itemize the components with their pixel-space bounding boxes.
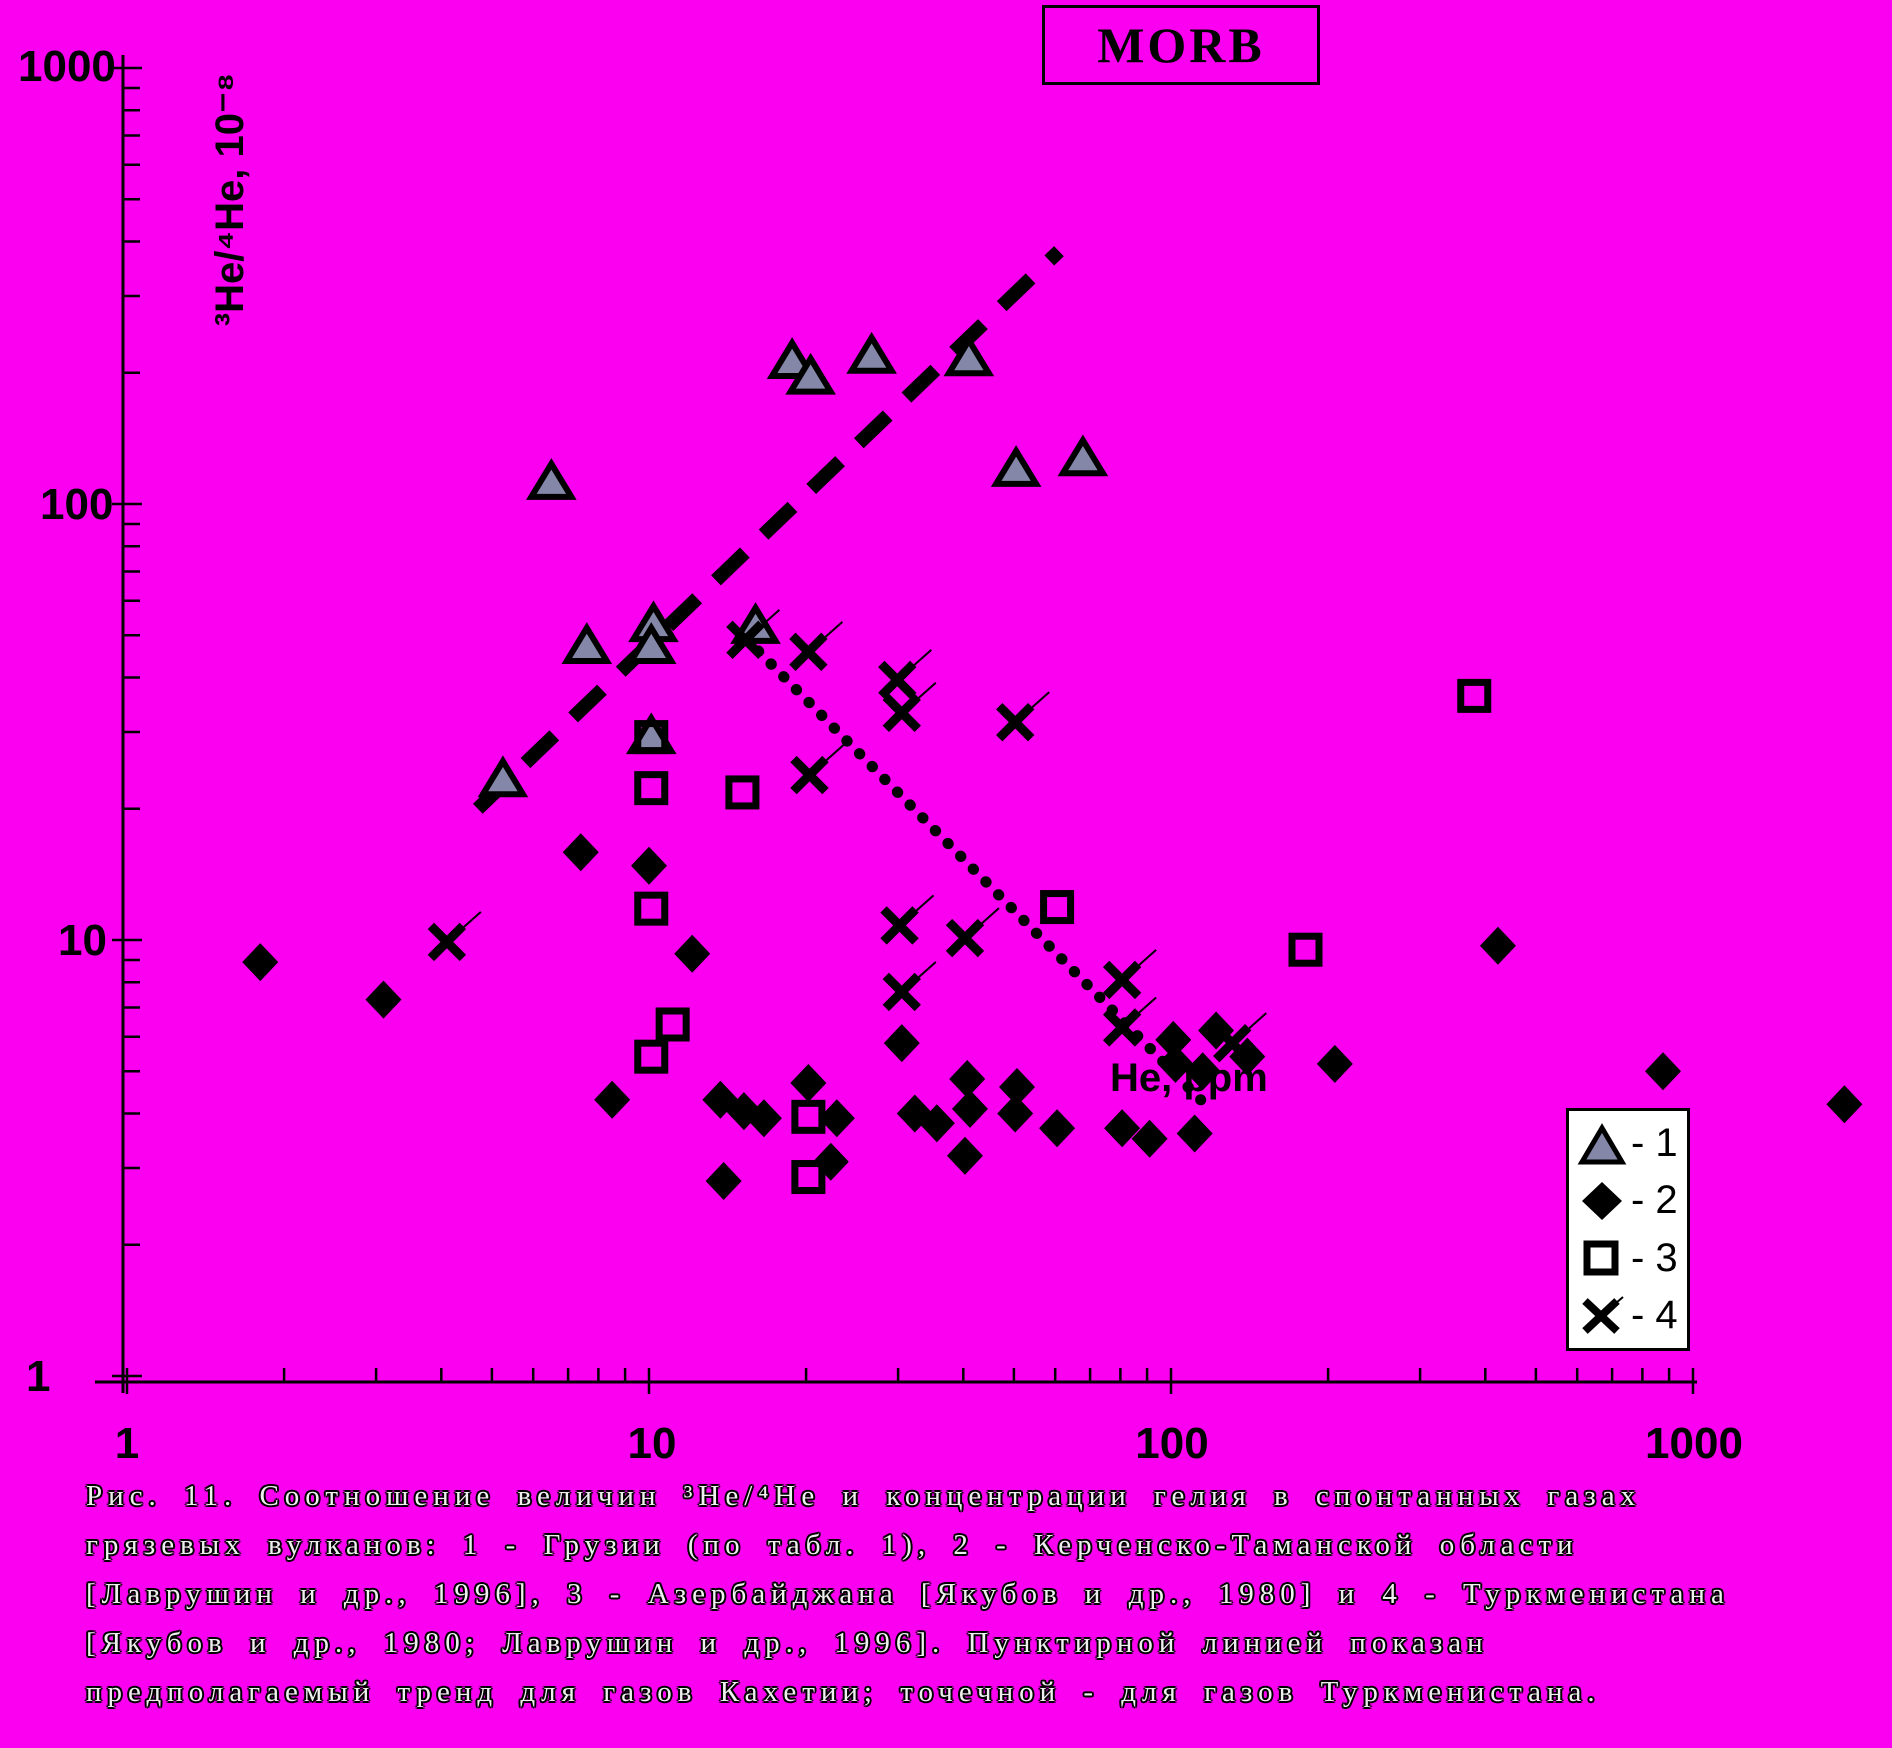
marker-x-tail <box>962 907 1000 941</box>
marker-diamond <box>1316 1044 1353 1083</box>
caption-line: грязевых вулканов: 1 - Грузии (по табл. … <box>86 1529 1579 1561</box>
marker-triangle <box>990 445 1042 487</box>
marker-square <box>1040 890 1075 925</box>
caption-line: предполагаемый тренд для газов Кахетии; … <box>86 1676 1601 1708</box>
marker-x-tail <box>899 682 937 716</box>
legend-item-2: - 2 <box>1569 1173 1687 1229</box>
marker-x-tail <box>899 961 937 995</box>
morb-label: MORB <box>1097 17 1265 73</box>
marker-diamond <box>1039 1109 1076 1148</box>
legend-item-label: - 4 <box>1631 1292 1678 1337</box>
marker-diamond <box>918 1104 955 1143</box>
legend-item-3: - 3 <box>1569 1230 1687 1286</box>
caption-line: [Лаврушин и др., 1996], 3 - Азербайджана… <box>86 1578 1730 1610</box>
marker-square <box>725 775 760 810</box>
marker-triangle <box>1057 434 1109 477</box>
x-tick-label-1000: 1000 <box>1645 1419 1743 1468</box>
marker-diamond <box>790 1063 827 1102</box>
marker-diamond <box>1157 1044 1194 1083</box>
marker-diamond <box>818 1099 855 1138</box>
marker-diamond <box>1479 926 1516 965</box>
marker-diamond <box>594 1080 631 1119</box>
marker-x-tail <box>805 621 844 655</box>
y-tick-label-1: 1 <box>26 1352 51 1401</box>
x-icon <box>1582 1296 1624 1335</box>
y-tick-label-100: 100 <box>40 480 114 529</box>
marker-x-tail <box>1012 691 1050 725</box>
x-axis-ticks <box>125 1368 1695 1394</box>
marker-diamond <box>1131 1119 1168 1158</box>
marker-diamond <box>1826 1085 1863 1124</box>
y-axis-ticks <box>112 66 142 1378</box>
marker-diamond <box>1184 1052 1221 1091</box>
legend-item-4: - 4 <box>1569 1287 1687 1343</box>
marker-diamond <box>883 1024 920 1063</box>
marker-diamond <box>365 980 402 1019</box>
legend-item-1: - 1 <box>1569 1116 1687 1172</box>
marker-diamond <box>631 846 667 885</box>
marker-diamond <box>1104 1109 1141 1148</box>
marker-x-tail <box>894 649 932 683</box>
marker-triangle <box>943 334 995 377</box>
x-tick-label-10: 10 <box>627 1419 677 1468</box>
marker-x-tail <box>444 911 482 945</box>
marker-x-tail <box>1229 1012 1267 1046</box>
marker-diamond <box>997 1094 1034 1133</box>
caption-line: [Якубов и др., 1980; Лаврушин и др., 199… <box>86 1627 1489 1659</box>
marker-x-tail <box>1119 996 1157 1031</box>
marker-square <box>634 720 669 755</box>
legend-box: - 1 - 2 - 3 - 4 <box>1566 1108 1690 1351</box>
legend-item-label: - 2 <box>1631 1178 1678 1223</box>
marker-triangle <box>625 622 677 664</box>
marker-square <box>791 1160 826 1195</box>
marker-diamond <box>705 1162 742 1201</box>
triangle-icon <box>1577 1122 1627 1165</box>
marker-diamond <box>674 934 711 973</box>
marker-x-tail <box>896 894 935 929</box>
y-axis-title: ³He/⁴He, 10⁻⁸ <box>208 73 252 327</box>
marker-triangle <box>561 622 613 664</box>
marker-square <box>634 1039 669 1074</box>
marker-diamond <box>999 1068 1036 1107</box>
marker-diamond <box>745 1099 782 1138</box>
marker-square <box>634 771 669 806</box>
x-axis-title: He, ppm <box>1110 1056 1268 1100</box>
marker-diamond <box>562 833 599 872</box>
marker-triangle <box>846 331 897 374</box>
marker-x-tail <box>1119 949 1157 983</box>
marker-triangle <box>785 352 836 395</box>
marker-diamond <box>951 1089 988 1128</box>
marker-square <box>655 1007 690 1042</box>
figure-caption: Рис. 11. Соотношение величин ³Не/⁴Не и к… <box>86 1472 1856 1717</box>
marker-diamond <box>242 943 279 982</box>
marker-diamond <box>1176 1114 1213 1153</box>
legend-item-label: - 1 <box>1631 1121 1678 1166</box>
marker-x-tail <box>742 609 781 643</box>
marker-square <box>1288 932 1323 967</box>
legend-item-label: - 3 <box>1631 1235 1678 1280</box>
marker-diamond <box>1155 1020 1192 1059</box>
marker-square <box>791 1099 826 1134</box>
marker-triangle <box>477 755 529 798</box>
x-tick-label-100: 100 <box>1135 1419 1209 1468</box>
caption-line: Рис. 11. Соотношение величин ³Не/⁴Не и к… <box>86 1480 1642 1512</box>
marker-x-tail <box>806 744 845 778</box>
trend-line-dashed <box>472 246 1064 814</box>
marker-diamond <box>1644 1052 1681 1091</box>
square-icon <box>1583 1240 1619 1276</box>
y-tick-label-10: 10 <box>58 916 107 965</box>
trend-line-dotted <box>752 645 1207 1106</box>
y-tick-label-1000: 1000 <box>18 42 116 91</box>
morb-label-box: MORB <box>1042 5 1320 85</box>
marker-diamond <box>949 1059 986 1098</box>
diamond-icon <box>1582 1181 1622 1220</box>
marker-diamond <box>946 1136 983 1175</box>
x-tick-label-1: 1 <box>114 1419 140 1468</box>
marker-square <box>634 891 669 926</box>
marker-square <box>1457 678 1492 713</box>
marker-triangle <box>526 458 577 500</box>
